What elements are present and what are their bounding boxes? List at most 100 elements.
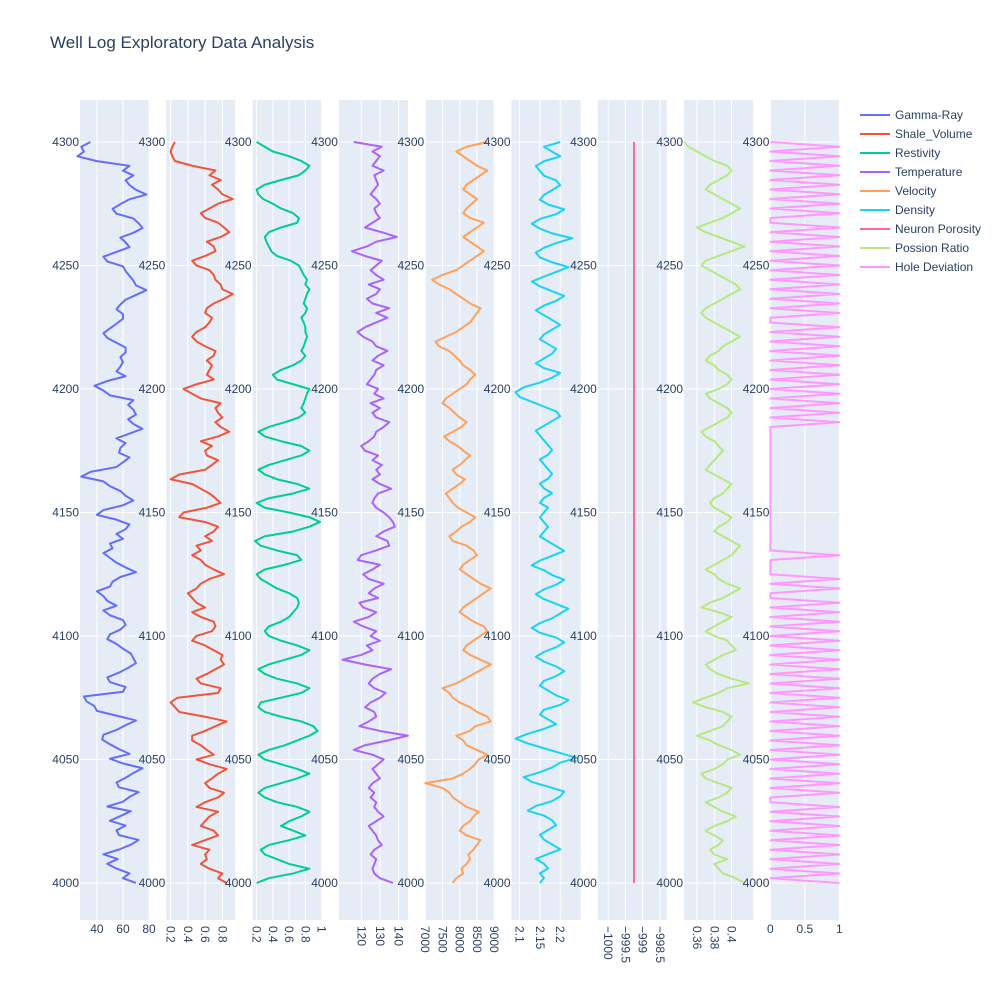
y-tick-label: 4000 (570, 876, 597, 890)
y-tick-label: 4000 (484, 876, 511, 890)
y-tick-label: 4150 (225, 505, 252, 519)
y-tick-label: 4200 (743, 382, 770, 396)
x-tick-label: −999.5 (618, 926, 632, 963)
x-tick-label: 120 (354, 926, 368, 946)
y-tick-label: 4300 (397, 135, 424, 149)
legend-item: Gamma-Ray (895, 108, 963, 122)
y-tick-label: 4100 (225, 629, 252, 643)
panel-8: 4000 4050 4100 4150 4200 4250 4300 0.36 0.38 0.4 (656, 100, 754, 950)
x-tick-label: 7000 (418, 926, 432, 953)
x-tick-label: −1000 (601, 926, 615, 960)
chart-title: Well Log Exploratory Data Analysis (50, 33, 315, 52)
y-tick-label: 4200 (225, 382, 252, 396)
legend: Gamma-Ray Shale_Volume Restivity Temperatur… (860, 108, 981, 274)
legend-item: Temperature (895, 165, 963, 179)
y-tick-label: 4200 (397, 382, 424, 396)
y-tick-label: 4000 (311, 876, 338, 890)
y-tick-label: 4050 (570, 752, 597, 766)
x-tick-label: 1 (836, 922, 843, 936)
x-tick-label: 0.6 (198, 926, 212, 943)
x-tick-label: 8500 (470, 926, 484, 953)
legend-item: Restivity (895, 146, 940, 160)
y-tick-label: 4150 (570, 505, 597, 519)
x-tick-label: −998.5 (653, 926, 667, 963)
series-line-4 (341, 141, 409, 884)
y-tick-label: 4100 (311, 629, 338, 643)
y-tick-label: 4100 (570, 629, 597, 643)
y-tick-label: 4100 (743, 629, 770, 643)
series-line-3 (254, 141, 321, 884)
x-tick-label: −999 (636, 926, 650, 953)
y-tick-label: 4100 (484, 629, 511, 643)
y-tick-label: 4100 (52, 629, 79, 643)
x-tick-label: 9000 (487, 926, 501, 953)
y-tick-label: 4050 (656, 752, 683, 766)
y-tick-label: 4250 (52, 258, 79, 272)
y-tick-label: 4250 (397, 258, 424, 272)
panel-6: 4000 4050 4100 4150 4200 4250 4300 2.1 2.15 2.2 (484, 100, 581, 950)
x-tick-label: 0.4 (725, 926, 739, 943)
x-tick-label: 0 (767, 922, 774, 936)
y-tick-label: 4100 (397, 629, 424, 643)
y-tick-label: 4100 (656, 629, 683, 643)
y-tick-label: 4000 (139, 876, 166, 890)
legend-item: Neuron Porosity (895, 222, 981, 236)
panel-background (166, 100, 236, 920)
x-tick-label: 60 (116, 922, 130, 936)
series-line-2 (169, 141, 234, 884)
y-tick-label: 4050 (52, 752, 79, 766)
y-tick-label: 4250 (570, 258, 597, 272)
x-tick-label: 0.6 (282, 926, 296, 943)
x-tick-label: 8000 (453, 926, 467, 953)
y-tick-label: 4050 (139, 752, 166, 766)
y-tick-label: 4200 (52, 382, 79, 396)
x-tick-label: 1 (315, 926, 329, 933)
y-tick-label: 4300 (311, 135, 338, 149)
x-tick-label: 0.4 (266, 926, 280, 943)
y-tick-label: 4000 (52, 876, 79, 890)
y-tick-label: 4200 (656, 382, 683, 396)
x-tick-label: 2.1 (513, 926, 527, 943)
y-tick-label: 4050 (225, 752, 252, 766)
series-line-1 (76, 141, 148, 884)
legend-item: Density (895, 203, 935, 217)
y-tick-label: 4050 (311, 752, 338, 766)
legend-item: Possion Ratio (895, 241, 969, 255)
panel-background (597, 100, 667, 920)
y-tick-label: 4200 (570, 382, 597, 396)
y-tick-label: 4300 (139, 135, 166, 149)
y-tick-label: 4000 (656, 876, 683, 890)
y-tick-label: 4000 (225, 876, 252, 890)
y-tick-label: 4050 (397, 752, 424, 766)
x-tick-label: 0.2 (250, 926, 264, 943)
y-tick-label: 4000 (743, 876, 770, 890)
y-tick-label: 4250 (225, 258, 252, 272)
y-tick-label: 4200 (139, 382, 166, 396)
panel-5: 4000 4050 4100 4150 4200 4250 4300 7000 7500 8000… (397, 100, 501, 953)
panel-3: 4000 4050 4100 4150 4200 4250 4300 0.2 0.4 0.6 0.8… (225, 100, 329, 943)
y-tick-label: 4250 (484, 258, 511, 272)
y-tick-label: 4000 (397, 876, 424, 890)
x-tick-label: 40 (90, 922, 104, 936)
y-tick-label: 4250 (139, 258, 166, 272)
legend-item: Shale_Volume (895, 127, 973, 141)
y-tick-label: 4250 (743, 258, 770, 272)
x-tick-label: 130 (373, 926, 387, 946)
y-tick-label: 4300 (484, 135, 511, 149)
x-tick-label: 0.8 (298, 926, 312, 943)
y-tick-label: 4150 (52, 505, 79, 519)
x-tick-label: 80 (142, 922, 156, 936)
y-tick-label: 4150 (484, 505, 511, 519)
legend-item: Hole Deviation (895, 260, 973, 274)
series-line-8 (683, 141, 750, 884)
y-tick-label: 4150 (139, 505, 166, 519)
y-tick-label: 4300 (743, 135, 770, 149)
y-tick-label: 4300 (570, 135, 597, 149)
panel-4: 4000 4050 4100 4150 4200 4250 4300 120 130 140 (311, 100, 409, 946)
panel-2: 4000 4050 4100 4150 4200 4250 4300 0.2 0.4 0.6 0.8 (139, 100, 236, 943)
y-tick-label: 4250 (656, 258, 683, 272)
panel-background (80, 100, 149, 920)
y-tick-label: 4300 (656, 135, 683, 149)
